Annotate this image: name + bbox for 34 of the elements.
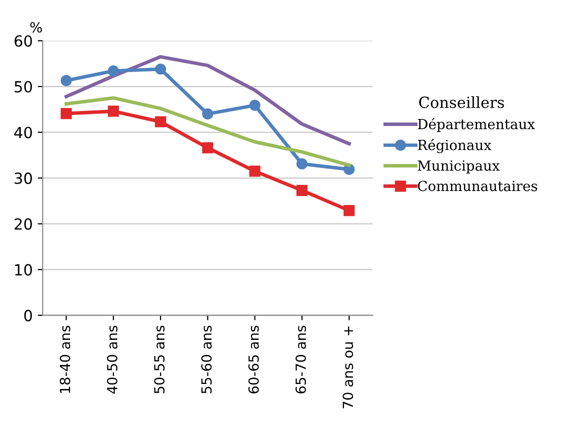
point — [108, 106, 119, 117]
x-tick-label: 50-55 ans — [154, 326, 165, 394]
legend-label: Régionaux — [418, 138, 492, 154]
point — [154, 116, 166, 128]
x-tick-label: 55-60 ans — [201, 326, 212, 394]
point — [249, 166, 260, 177]
y-tick-label: 50 — [14, 80, 32, 93]
legend-label: Municipaux — [418, 160, 500, 174]
point — [202, 142, 214, 154]
x-tick-label: 60-65 ans — [248, 326, 259, 394]
y-tick-label: 30 — [14, 172, 32, 184]
point — [344, 204, 355, 216]
legend-title: Conseillers — [419, 96, 504, 108]
y-tick-label: 40 — [14, 126, 32, 138]
legend-label: Départementaux — [418, 118, 535, 132]
point — [154, 64, 166, 75]
line-series — [64, 55, 351, 146]
legend-label: Communautaires — [418, 180, 538, 192]
y-tick-label: 0 — [24, 310, 32, 322]
x-tick-label: 18-40 ans — [60, 326, 70, 393]
y-tick-label: 20 — [14, 218, 32, 230]
point — [60, 108, 72, 120]
y-axis-title: % — [30, 22, 42, 33]
point — [202, 108, 214, 120]
point — [296, 158, 308, 170]
x-tick-label: 70 ans ou + — [342, 326, 354, 408]
x-tick-label: 65-70 ans — [296, 326, 306, 394]
point — [296, 184, 308, 196]
x-tick-label: 40-50 ans — [106, 326, 118, 394]
point — [108, 65, 119, 77]
point — [60, 75, 72, 86]
y-tick-label: 10 — [15, 264, 32, 276]
y-tick-label: 60 — [14, 35, 32, 47]
point — [249, 100, 260, 111]
